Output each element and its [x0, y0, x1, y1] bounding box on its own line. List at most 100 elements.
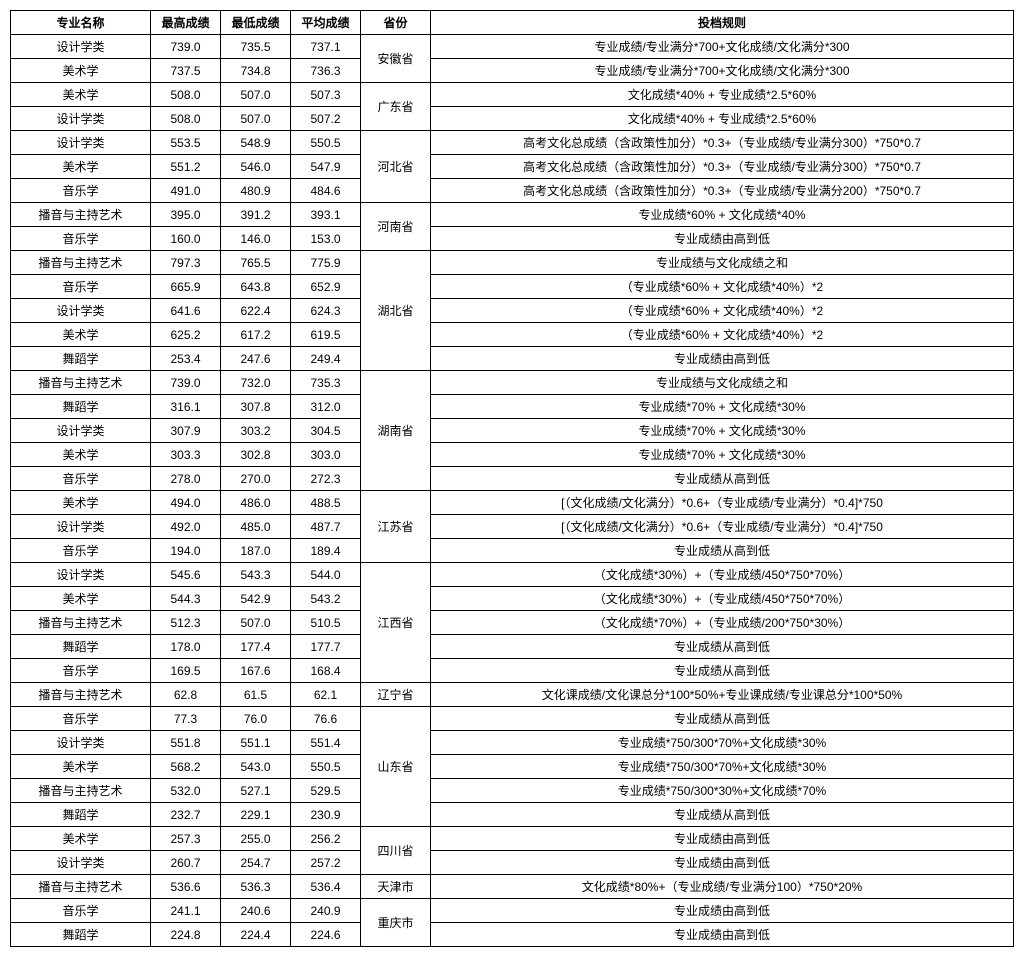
cell-major-name: 美术学: [11, 587, 151, 611]
cell-major-name: 美术学: [11, 155, 151, 179]
cell-avg-score: 272.3: [291, 467, 361, 491]
cell-rule: [（文化成绩/文化满分）*0.6+（专业成绩/专业满分）*0.4]*750: [431, 491, 1014, 515]
cell-min-score: 507.0: [221, 107, 291, 131]
cell-major-name: 美术学: [11, 443, 151, 467]
cell-avg-score: 487.7: [291, 515, 361, 539]
cell-max-score: 508.0: [151, 83, 221, 107]
cell-max-score: 307.9: [151, 419, 221, 443]
cell-avg-score: 775.9: [291, 251, 361, 275]
cell-avg-score: 484.6: [291, 179, 361, 203]
cell-major-name: 播音与主持艺术: [11, 779, 151, 803]
cell-major-name: 设计学类: [11, 563, 151, 587]
cell-max-score: 492.0: [151, 515, 221, 539]
cell-max-score: 494.0: [151, 491, 221, 515]
table-row: 设计学类307.9303.2304.5专业成绩*70% + 文化成绩*30%: [11, 419, 1014, 443]
cell-max-score: 491.0: [151, 179, 221, 203]
table-header-row: 专业名称 最高成绩 最低成绩 平均成绩 省份 投档规则: [11, 11, 1014, 35]
table-row: 美术学551.2546.0547.9高考文化总成绩（含政策性加分）*0.3+（专…: [11, 155, 1014, 179]
cell-min-score: 391.2: [221, 203, 291, 227]
cell-province: 河北省: [361, 131, 431, 203]
cell-avg-score: 177.7: [291, 635, 361, 659]
cell-max-score: 395.0: [151, 203, 221, 227]
cell-min-score: 507.0: [221, 611, 291, 635]
cell-max-score: 641.6: [151, 299, 221, 323]
table-row: 播音与主持艺术512.3507.0510.5（文化成绩*70%）+（专业成绩/2…: [11, 611, 1014, 635]
table-row: 美术学494.0486.0488.5江苏省[（文化成绩/文化满分）*0.6+（专…: [11, 491, 1014, 515]
cell-avg-score: 76.6: [291, 707, 361, 731]
cell-rule: 专业成绩/专业满分*700+文化成绩/文化满分*300: [431, 59, 1014, 83]
cell-avg-score: 168.4: [291, 659, 361, 683]
table-row: 舞蹈学224.8224.4224.6专业成绩由高到低: [11, 923, 1014, 947]
cell-avg-score: 536.4: [291, 875, 361, 899]
cell-rule: 专业成绩*750/300*70%+文化成绩*30%: [431, 755, 1014, 779]
cell-min-score: 622.4: [221, 299, 291, 323]
cell-min-score: 302.8: [221, 443, 291, 467]
cell-max-score: 232.7: [151, 803, 221, 827]
cell-min-score: 765.5: [221, 251, 291, 275]
cell-province: 重庆市: [361, 899, 431, 947]
cell-province: 河南省: [361, 203, 431, 251]
header-rule: 投档规则: [431, 11, 1014, 35]
cell-avg-score: 256.2: [291, 827, 361, 851]
table-row: 音乐学241.1240.6240.9重庆市专业成绩由高到低: [11, 899, 1014, 923]
table-body: 设计学类739.0735.5737.1安徽省专业成绩/专业满分*700+文化成绩…: [11, 35, 1014, 947]
cell-min-score: 146.0: [221, 227, 291, 251]
cell-avg-score: 240.9: [291, 899, 361, 923]
table-row: 音乐学160.0146.0153.0专业成绩由高到低: [11, 227, 1014, 251]
cell-avg-score: 507.3: [291, 83, 361, 107]
cell-avg-score: 304.5: [291, 419, 361, 443]
table-row: 设计学类641.6622.4624.3（专业成绩*60% + 文化成绩*40%）…: [11, 299, 1014, 323]
cell-min-score: 303.2: [221, 419, 291, 443]
cell-min-score: 187.0: [221, 539, 291, 563]
table-row: 音乐学665.9643.8652.9（专业成绩*60% + 文化成绩*40%）*…: [11, 275, 1014, 299]
cell-major-name: 音乐学: [11, 539, 151, 563]
cell-major-name: 播音与主持艺术: [11, 683, 151, 707]
cell-province: 江苏省: [361, 491, 431, 563]
cell-max-score: 194.0: [151, 539, 221, 563]
cell-province: 安徽省: [361, 35, 431, 83]
cell-max-score: 739.0: [151, 35, 221, 59]
cell-major-name: 设计学类: [11, 299, 151, 323]
cell-min-score: 542.9: [221, 587, 291, 611]
cell-avg-score: 153.0: [291, 227, 361, 251]
cell-min-score: 551.1: [221, 731, 291, 755]
cell-min-score: 527.1: [221, 779, 291, 803]
cell-min-score: 307.8: [221, 395, 291, 419]
cell-major-name: 舞蹈学: [11, 395, 151, 419]
cell-min-score: 240.6: [221, 899, 291, 923]
cell-max-score: 303.3: [151, 443, 221, 467]
cell-major-name: 播音与主持艺术: [11, 251, 151, 275]
cell-min-score: 735.5: [221, 35, 291, 59]
table-row: 设计学类508.0507.0507.2文化成绩*40% + 专业成绩*2.5*6…: [11, 107, 1014, 131]
cell-max-score: 512.3: [151, 611, 221, 635]
cell-rule: 专业成绩由高到低: [431, 347, 1014, 371]
cell-min-score: 732.0: [221, 371, 291, 395]
cell-avg-score: 624.3: [291, 299, 361, 323]
cell-max-score: 508.0: [151, 107, 221, 131]
cell-major-name: 播音与主持艺术: [11, 875, 151, 899]
table-row: 设计学类553.5548.9550.5河北省高考文化总成绩（含政策性加分）*0.…: [11, 131, 1014, 155]
cell-rule: 文化课成绩/文化课总分*100*50%+专业课成绩/专业课总分*100*50%: [431, 683, 1014, 707]
cell-major-name: 设计学类: [11, 731, 151, 755]
cell-major-name: 美术学: [11, 827, 151, 851]
cell-avg-score: 230.9: [291, 803, 361, 827]
table-row: 舞蹈学316.1307.8312.0专业成绩*70% + 文化成绩*30%: [11, 395, 1014, 419]
cell-major-name: 美术学: [11, 755, 151, 779]
header-name: 专业名称: [11, 11, 151, 35]
cell-major-name: 设计学类: [11, 131, 151, 155]
cell-province: 天津市: [361, 875, 431, 899]
cell-max-score: 544.3: [151, 587, 221, 611]
cell-avg-score: 736.3: [291, 59, 361, 83]
cell-major-name: 美术学: [11, 59, 151, 83]
cell-avg-score: 303.0: [291, 443, 361, 467]
table-row: 美术学544.3542.9543.2（文化成绩*30%）+（专业成绩/450*7…: [11, 587, 1014, 611]
cell-max-score: 568.2: [151, 755, 221, 779]
cell-max-score: 532.0: [151, 779, 221, 803]
table-row: 设计学类739.0735.5737.1安徽省专业成绩/专业满分*700+文化成绩…: [11, 35, 1014, 59]
header-avg: 平均成绩: [291, 11, 361, 35]
cell-rule: 专业成绩从高到低: [431, 635, 1014, 659]
cell-min-score: 247.6: [221, 347, 291, 371]
table-row: 美术学257.3255.0256.2四川省专业成绩由高到低: [11, 827, 1014, 851]
cell-min-score: 255.0: [221, 827, 291, 851]
table-row: 舞蹈学253.4247.6249.4专业成绩由高到低: [11, 347, 1014, 371]
